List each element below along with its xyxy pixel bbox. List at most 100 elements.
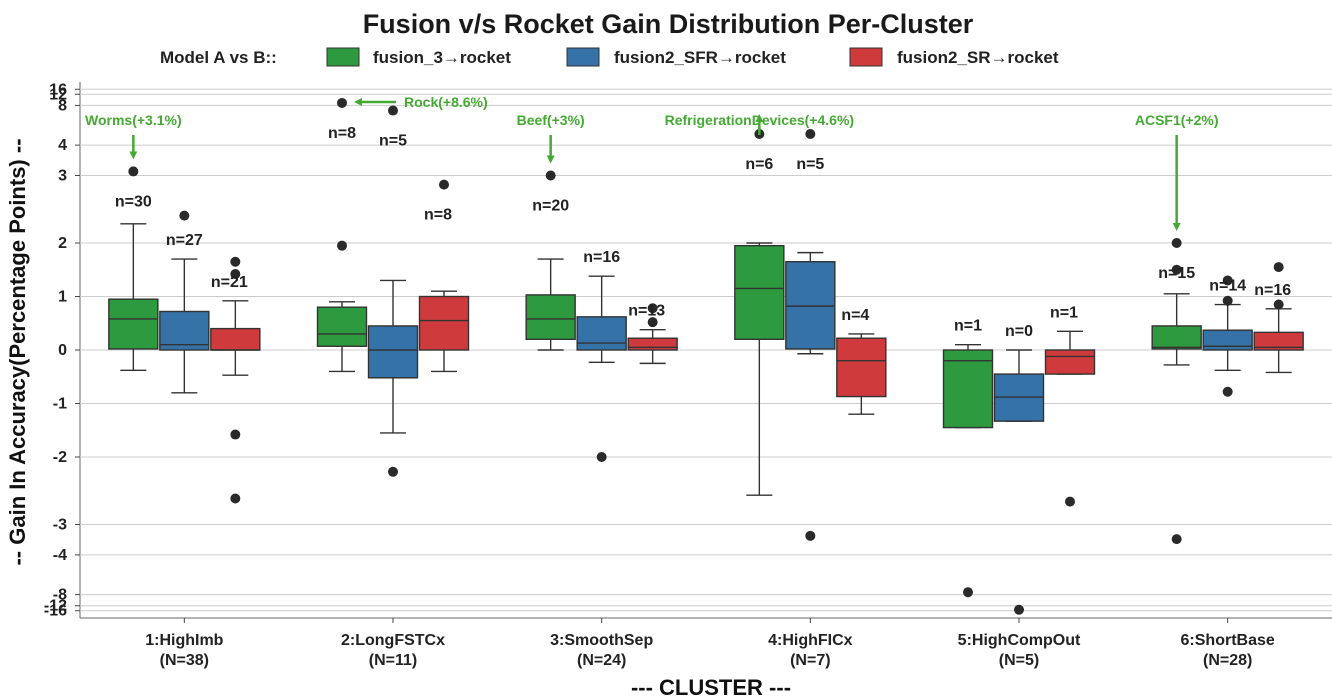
annotation: Worms(+3.1%) [85, 112, 182, 160]
outlier-point [1222, 295, 1233, 306]
n-label: n=30 [115, 193, 152, 210]
box-5-2 [1253, 262, 1304, 374]
n-label: n=8 [328, 125, 356, 142]
box-body [836, 337, 887, 398]
grid-layer [79, 82, 1332, 619]
n-label: n=13 [628, 303, 665, 320]
y-tick-label: 8 [58, 97, 67, 114]
outlier-point [230, 256, 241, 267]
box-1-2 [418, 179, 470, 373]
box-1-1 [367, 105, 419, 477]
box-body [1202, 329, 1253, 351]
n-label: n=1 [1050, 304, 1078, 321]
y-tick-label: -8 [53, 587, 67, 604]
outlier-point [230, 493, 241, 504]
chart-title: Fusion v/s Rocket Gain Distribution Per-… [363, 9, 974, 39]
outlier-point [388, 105, 398, 116]
x-axis-label: --- CLUSTER --- [631, 675, 791, 699]
outlier-point [337, 240, 347, 251]
y-tick-label: -16 [44, 603, 67, 620]
outlier-point [545, 170, 556, 181]
box-body [316, 306, 368, 347]
outlier-point [805, 530, 816, 541]
n-label: n=1 [954, 318, 982, 335]
category-label: 4:HighFICx (N=7) [768, 632, 853, 669]
box-body [785, 261, 836, 350]
outlier-point [179, 210, 190, 221]
y-tick-label: 16 [49, 81, 67, 98]
y-axis-label: -- Gain In Accuracy(Percentage Points) -… [5, 138, 30, 565]
legend: Model A vs B:: fusion_3→rocket fusion2_S… [160, 47, 1059, 67]
box-3-1 [785, 129, 836, 541]
annotation: Beef(+3%) [517, 112, 585, 164]
annotation: RefrigerationDevices(+4.6%) [665, 112, 854, 135]
n-label: n=16 [583, 249, 620, 266]
legend-swatch-0 [326, 47, 360, 67]
legend-label-1: fusion2_SFR→rocket [614, 48, 786, 67]
outlier-point [647, 303, 658, 314]
box-body [525, 294, 576, 340]
outlier-point [230, 269, 241, 280]
box-4-2 [1044, 330, 1096, 507]
legend-entry-1: fusion2_SFR→rocket [566, 47, 786, 67]
n-label: n=20 [532, 197, 569, 214]
n-label: n=0 [1005, 323, 1033, 340]
n-label: n=14 [1209, 278, 1246, 295]
n-label: n=8 [424, 207, 452, 224]
plot-area [108, 97, 1304, 615]
n-label: n=5 [379, 133, 407, 150]
y-tick-label: -12 [44, 598, 67, 615]
annotation-label: ACSF1(+2%) [1135, 112, 1219, 128]
outlier-point [1171, 264, 1182, 275]
annotation-label: Beef(+3%) [517, 112, 585, 128]
box-3-0 [734, 129, 785, 496]
outlier-point [596, 452, 607, 462]
y-tick-label: 12 [49, 86, 67, 103]
outlier-point [1222, 386, 1233, 397]
n-label: n=6 [745, 156, 773, 173]
box-4-0 [942, 343, 994, 598]
box-body [1253, 331, 1304, 351]
box-body [367, 325, 419, 379]
box-5-1 [1202, 275, 1253, 397]
annotation: ACSF1(+2%) [1135, 112, 1219, 231]
annotation-layer: Worms(+3.1%) Rock(+8.6%) Beef(+3%) Refriger… [85, 94, 1219, 231]
n-label-layer: n=30 n=8 n=20 n=6 n=1 n=15 n=27 n=5 n=16 n=5 n=0 n=… [115, 125, 1291, 340]
box-5-0 [1151, 238, 1202, 545]
n-label: n=5 [796, 156, 824, 173]
outlier-point [1171, 534, 1182, 545]
annotation-label: Rock(+8.6%) [404, 94, 488, 110]
y-tick-label: -4 [53, 547, 67, 564]
legend-swatch-1 [566, 47, 600, 67]
box-body [942, 349, 994, 429]
outlier-point [1222, 275, 1233, 286]
outlier-point [230, 429, 241, 440]
y-tick-label: 4 [58, 137, 67, 154]
box-body [159, 310, 210, 351]
legend-label-0: fusion_3→rocket [373, 48, 511, 67]
annotation: Rock(+8.6%) [354, 94, 488, 110]
y-tick-label: -3 [53, 517, 67, 534]
category-label: 6:ShortBase (N=28) [1181, 632, 1275, 669]
legend-label-2: fusion2_SR→rocket [897, 48, 1059, 67]
outlier-point [337, 97, 347, 108]
n-label: n=21 [211, 274, 248, 291]
outlier-point [388, 466, 398, 477]
n-label: n=4 [841, 307, 869, 324]
box-body [1044, 349, 1096, 375]
box-0-1 [159, 210, 210, 394]
box-0-2 [210, 256, 261, 504]
outlier-point [963, 587, 973, 598]
legend-swatch-2 [849, 47, 883, 67]
y-tick-label: 3 [58, 167, 67, 184]
outlier-point [128, 166, 139, 177]
y-tick-label: -1 [53, 396, 67, 413]
y-tick-label: -2 [53, 449, 67, 466]
outlier-point [805, 129, 816, 140]
n-label: n=27 [166, 232, 203, 249]
legend-title: Model A vs B:: [160, 48, 277, 67]
legend-entry-2: fusion2_SR→rocket [849, 47, 1059, 67]
box-3-2 [836, 333, 887, 415]
n-label: n=16 [1254, 282, 1291, 299]
